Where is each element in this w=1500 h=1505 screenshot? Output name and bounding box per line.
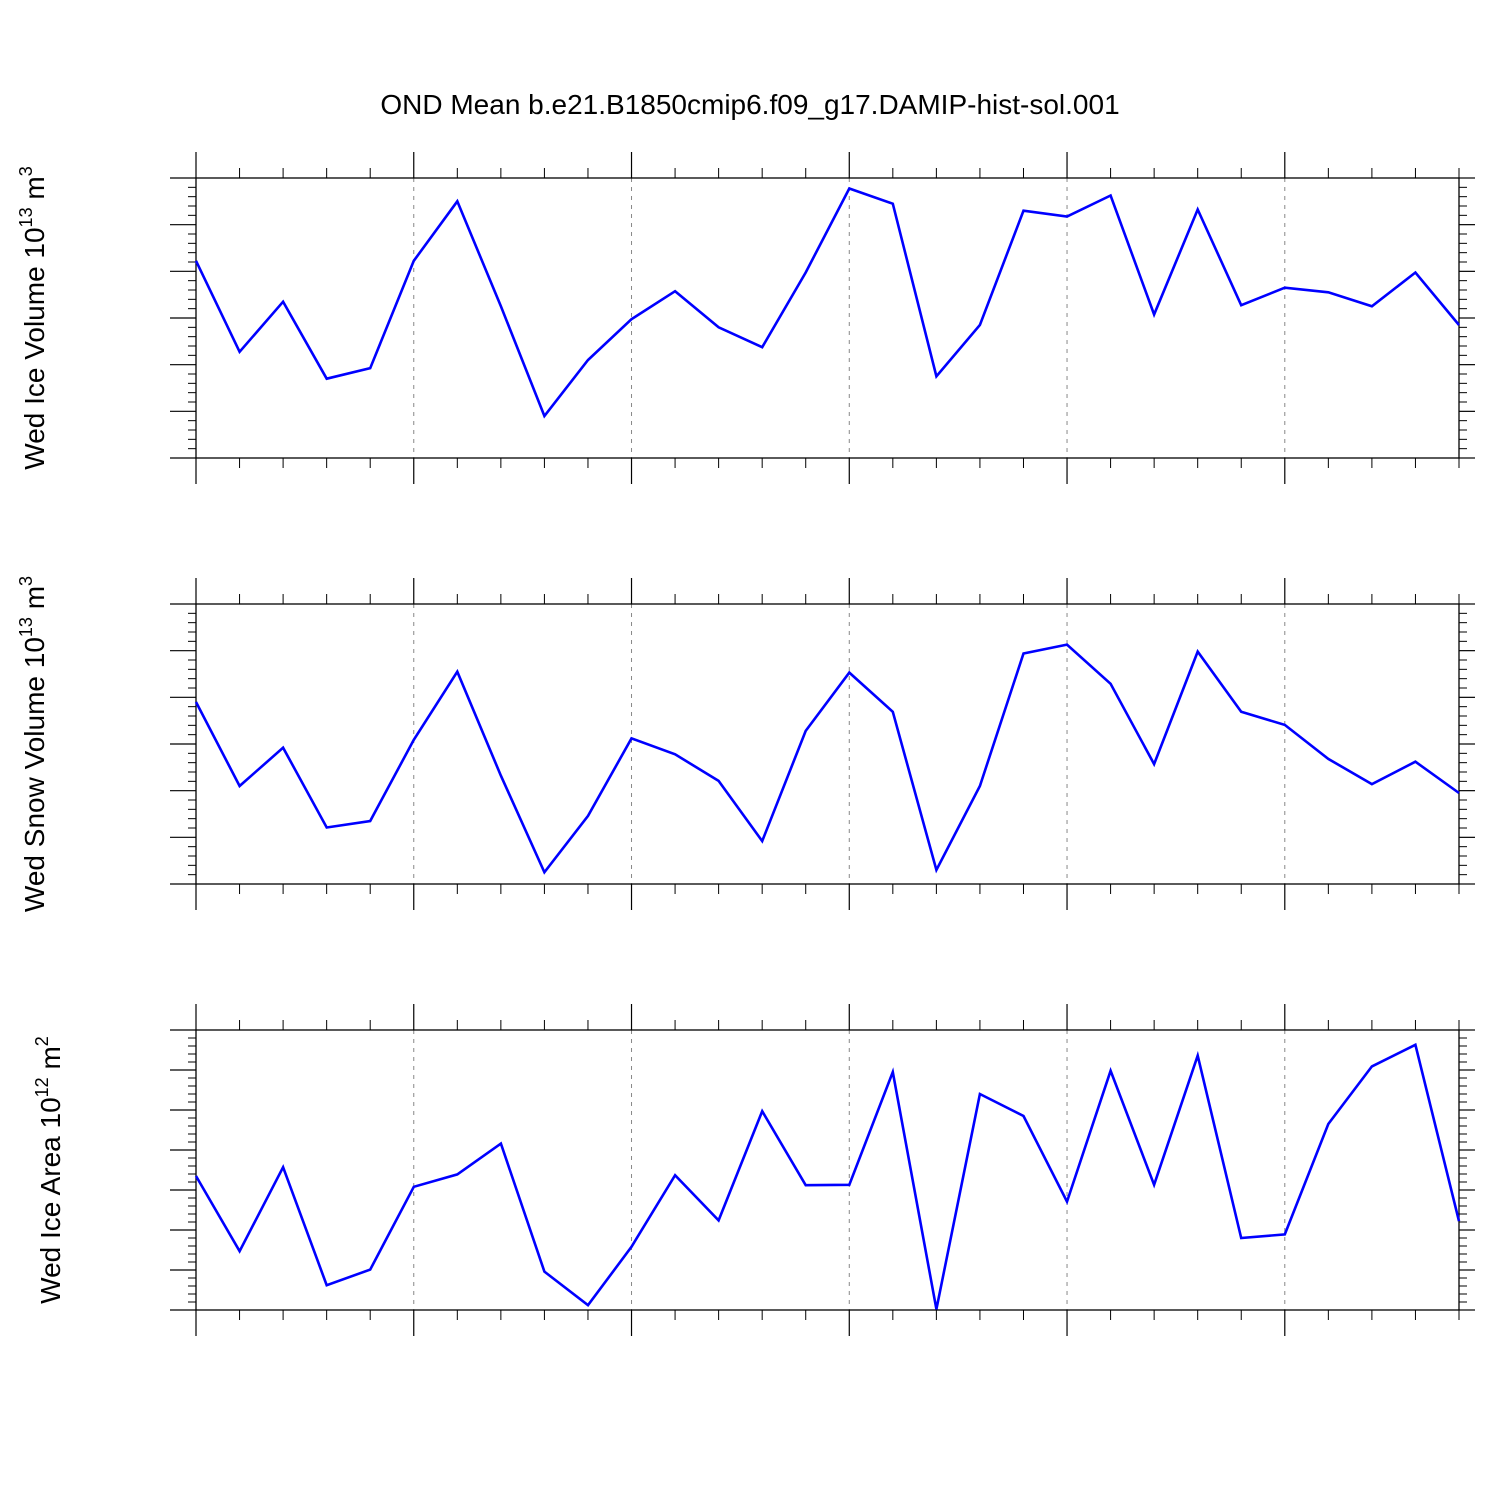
y-axis-label-superscript: 3 <box>16 576 36 586</box>
y-axis-label-text: m <box>35 1046 66 1077</box>
plot-frame <box>195 1029 1460 1311</box>
y-axis-label-text: m <box>19 586 50 617</box>
y-axis-label: Wed Ice Area 1012 m2 <box>32 1036 66 1304</box>
y-axis-label-text: m <box>19 176 50 207</box>
y-axis-label-superscript: 13 <box>16 207 36 227</box>
panel-2: Wed Snow Volume 1013 m3 <box>16 576 1475 912</box>
y-axis-label-superscript: 2 <box>32 1036 52 1046</box>
series-line <box>194 643 1460 875</box>
series-line <box>194 1042 1461 1310</box>
figure-title: OND Mean b.e21.B1850cmip6.f09_g17.DAMIP-… <box>380 89 1119 120</box>
y-axis-label-superscript: 12 <box>32 1077 52 1097</box>
series-line <box>194 186 1461 419</box>
y-axis-label-text: Wed Ice Volume 10 <box>19 227 50 469</box>
y-axis-label-text: Wed Snow Volume 10 <box>19 637 50 912</box>
y-axis-label-superscript: 13 <box>16 617 36 637</box>
plot-frame <box>195 177 1460 459</box>
panel-1: Wed Ice Volume 1013 m3 <box>16 152 1475 484</box>
y-axis-label: Wed Ice Volume 1013 m3 <box>16 166 50 469</box>
y-axis-label-text: Wed Ice Area 10 <box>35 1097 66 1304</box>
panel-3: Wed Ice Area 1012 m2 <box>32 1004 1475 1336</box>
y-axis-label: Wed Snow Volume 1013 m3 <box>16 576 50 912</box>
plot-frame <box>195 603 1460 885</box>
y-axis-label-superscript: 3 <box>16 166 36 176</box>
